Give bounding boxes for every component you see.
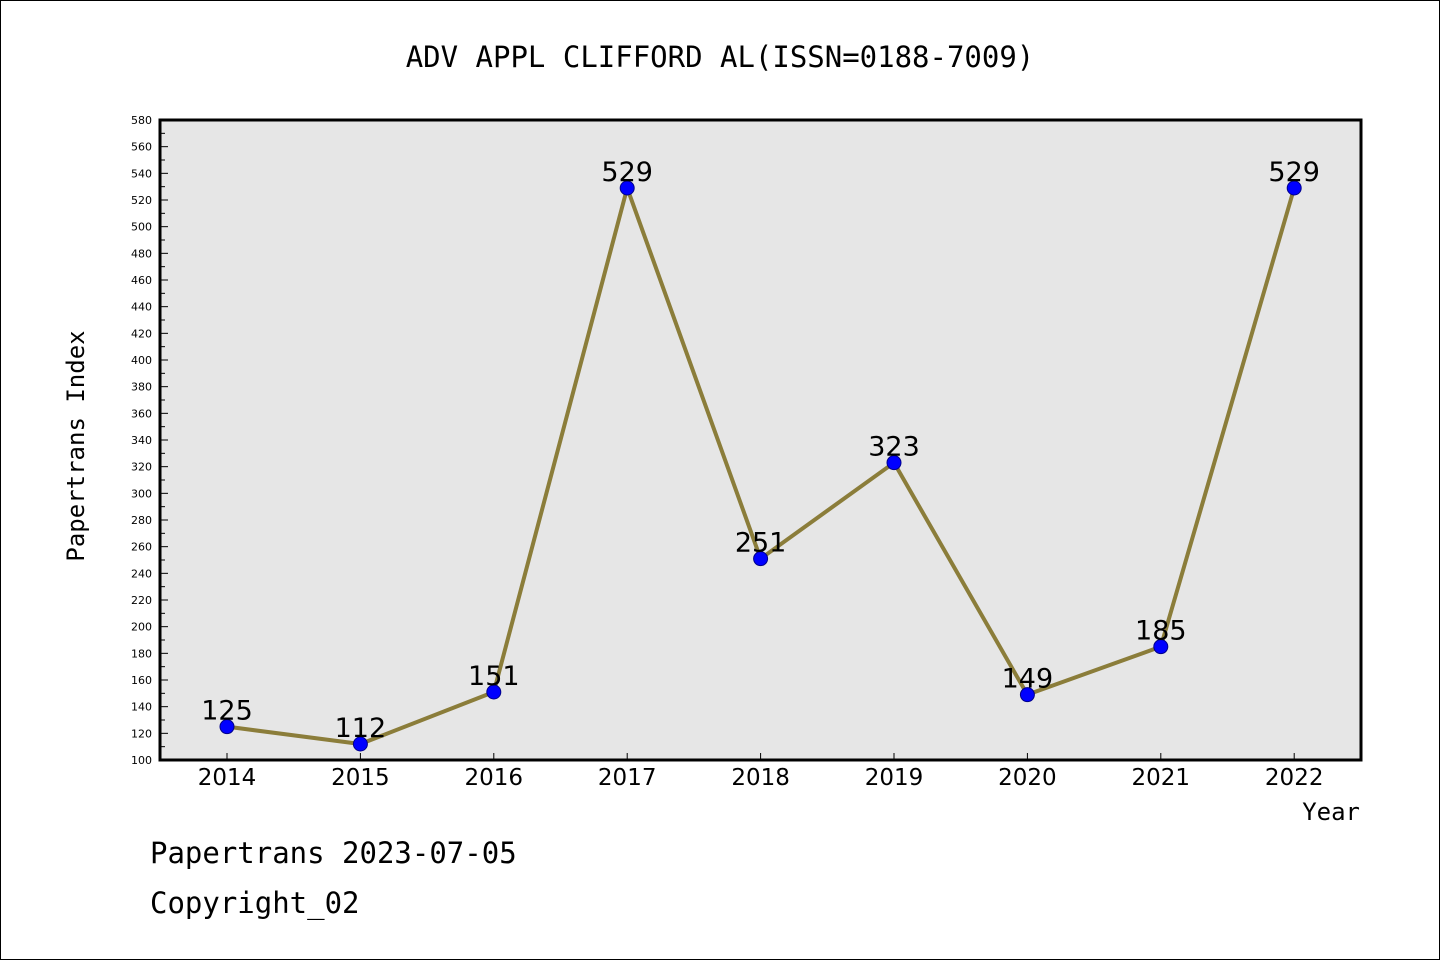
x-tick-label: 2016 <box>465 765 524 791</box>
data-label: 529 <box>1268 157 1320 188</box>
y-tick-label: 400 <box>131 354 152 367</box>
y-tick-label: 340 <box>131 434 152 447</box>
x-tick-label: 2022 <box>1265 765 1324 791</box>
x-tick-label: 2018 <box>731 765 790 791</box>
y-tick-label: 580 <box>131 114 152 127</box>
data-label: 125 <box>201 696 253 727</box>
data-point <box>1019 687 1035 703</box>
y-tick-label: 240 <box>131 567 152 580</box>
y-tick-label: 460 <box>131 274 152 287</box>
x-tick-label: 2019 <box>865 765 924 791</box>
data-label: 185 <box>1135 616 1187 647</box>
y-tick-label: 360 <box>131 407 152 420</box>
y-tick-label: 500 <box>131 221 152 234</box>
x-axis-label: Year <box>1302 798 1360 826</box>
y-tick-label: 100 <box>131 754 152 767</box>
data-point <box>886 455 902 471</box>
data-label: 149 <box>1002 664 1054 695</box>
y-tick-label: 220 <box>131 594 152 607</box>
data-point <box>1153 639 1169 655</box>
y-axis: 100 120 140 160 180 200 220 240 260 280 300 320 340 3… <box>131 114 168 767</box>
y-axis-label: Papertrans Index <box>62 330 90 561</box>
y-tick-label: 540 <box>131 167 152 180</box>
y-tick-label: 520 <box>131 194 152 207</box>
x-tick-label: 2020 <box>998 765 1057 791</box>
data-point <box>753 551 769 567</box>
footer-date: Papertrans 2023-07-05 <box>150 836 517 870</box>
y-tick-label: 380 <box>131 381 152 394</box>
plot-area <box>158 118 1363 762</box>
data-label: 529 <box>601 157 653 188</box>
data-point <box>619 180 635 196</box>
data-point <box>1286 180 1302 196</box>
y-tick-label: 280 <box>131 514 152 527</box>
chart-title: ADV APPL CLIFFORD AL(ISSN=0188-7009) <box>406 40 1035 74</box>
data-label: 151 <box>468 661 520 692</box>
footer-copyright: Copyright_02 <box>150 886 360 920</box>
y-tick-label: 320 <box>131 461 152 474</box>
y-tick-label: 560 <box>131 141 152 154</box>
x-tick-label: 2021 <box>1132 765 1191 791</box>
data-point <box>486 684 502 700</box>
y-tick-label: 420 <box>131 327 152 340</box>
data-point <box>219 719 235 735</box>
data-label: 251 <box>735 528 787 559</box>
y-tick-label: 440 <box>131 301 152 314</box>
x-tick-label: 2017 <box>598 765 657 791</box>
x-tick-label: 2014 <box>198 765 257 791</box>
data-point <box>352 736 368 752</box>
y-tick-label: 120 <box>131 727 152 740</box>
x-axis: 2014 2015 2016 2017 2018 2019 2020 2021 2022 <box>198 753 1324 791</box>
x-tick-label: 2015 <box>331 765 390 791</box>
y-tick-label: 140 <box>131 701 152 714</box>
y-tick-label: 300 <box>131 487 152 500</box>
y-tick-label: 200 <box>131 621 152 634</box>
series-layer: 125 112 151 529 251 323 149 185 529 <box>201 157 1320 752</box>
data-label: 323 <box>868 432 920 463</box>
y-tick-label: 480 <box>131 247 152 260</box>
data-label: 112 <box>335 713 387 744</box>
y-tick-label: 160 <box>131 674 152 687</box>
y-tick-label: 180 <box>131 647 152 660</box>
y-tick-label: 260 <box>131 541 152 554</box>
